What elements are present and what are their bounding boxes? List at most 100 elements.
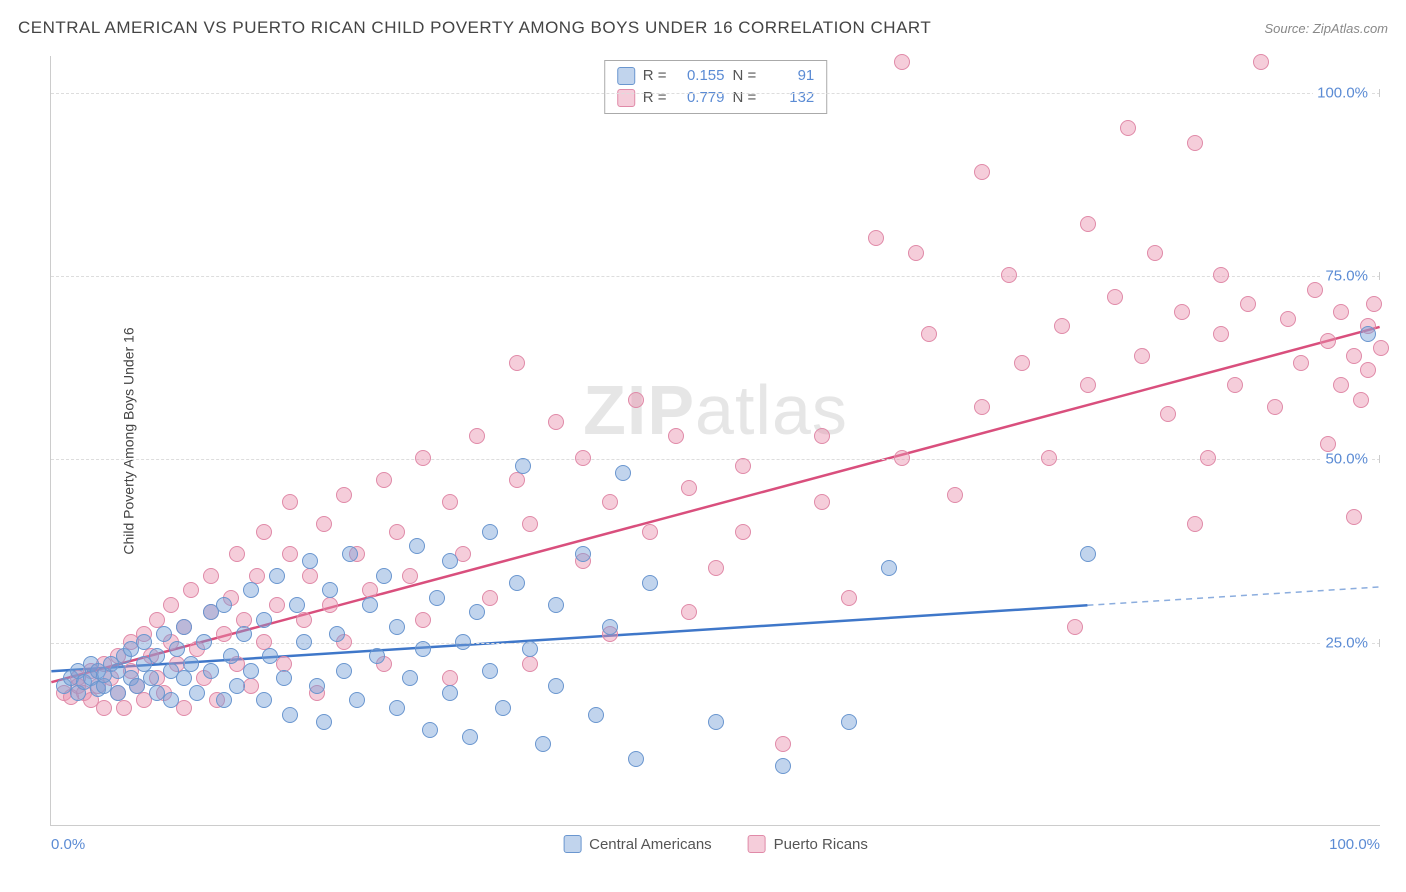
- scatter-point: [329, 626, 345, 642]
- gridline: [51, 643, 1380, 644]
- scatter-point: [316, 516, 332, 532]
- gridline: [51, 459, 1380, 460]
- scatter-point: [1120, 120, 1136, 136]
- y-tick-label: 25.0%: [1321, 634, 1372, 651]
- series-legend: Central Americans Puerto Ricans: [563, 835, 868, 853]
- scatter-point: [775, 758, 791, 774]
- scatter-point: [1360, 326, 1376, 342]
- scatter-point: [947, 487, 963, 503]
- scatter-point: [415, 641, 431, 657]
- x-tick-min: 0.0%: [51, 836, 85, 853]
- scatter-point: [442, 494, 458, 510]
- scatter-point: [183, 582, 199, 598]
- scatter-point: [282, 494, 298, 510]
- scatter-point: [841, 714, 857, 730]
- scatter-point: [1320, 436, 1336, 452]
- scatter-point: [296, 612, 312, 628]
- scatter-point: [814, 428, 830, 444]
- y-tick-label: 50.0%: [1321, 451, 1372, 468]
- scatter-point: [309, 678, 325, 694]
- scatter-point: [1200, 450, 1216, 466]
- scatter-point: [316, 714, 332, 730]
- legend-label-series-1: Puerto Ricans: [774, 836, 868, 853]
- chart-title: CENTRAL AMERICAN VS PUERTO RICAN CHILD P…: [18, 18, 931, 38]
- scatter-point: [1080, 377, 1096, 393]
- scatter-point: [575, 450, 591, 466]
- legend-item-series-0: Central Americans: [563, 835, 712, 853]
- scatter-point: [1353, 392, 1369, 408]
- scatter-point: [249, 568, 265, 584]
- scatter-point: [1333, 304, 1349, 320]
- scatter-point: [642, 575, 658, 591]
- scatter-point: [814, 494, 830, 510]
- scatter-point: [442, 685, 458, 701]
- scatter-point: [1187, 135, 1203, 151]
- scatter-point: [482, 524, 498, 540]
- x-tick-max: 100.0%: [1329, 836, 1380, 853]
- scatter-point: [169, 641, 185, 657]
- scatter-point: [116, 700, 132, 716]
- correlation-legend: R = 0.155 N = 91 R = 0.779 N = 132: [604, 60, 828, 114]
- scatter-point: [1174, 304, 1190, 320]
- scatter-point: [469, 604, 485, 620]
- scatter-point: [841, 590, 857, 606]
- scatter-point: [1320, 333, 1336, 349]
- swatch-series-1: [748, 835, 766, 853]
- scatter-point: [349, 692, 365, 708]
- scatter-point: [1253, 54, 1269, 70]
- scatter-point: [735, 458, 751, 474]
- scatter-point: [176, 619, 192, 635]
- scatter-point: [1014, 355, 1030, 371]
- y-tick-mark: [1379, 455, 1380, 463]
- scatter-point: [442, 670, 458, 686]
- scatter-point: [243, 582, 259, 598]
- scatter-point: [1187, 516, 1203, 532]
- scatter-point: [256, 634, 272, 650]
- scatter-point: [881, 560, 897, 576]
- scatter-point: [1360, 362, 1376, 378]
- scatter-point: [389, 619, 405, 635]
- y-tick-label: 100.0%: [1313, 84, 1372, 101]
- scatter-point: [535, 736, 551, 752]
- scatter-point: [1080, 546, 1096, 562]
- scatter-point: [163, 597, 179, 613]
- scatter-point: [462, 729, 478, 745]
- scatter-point: [868, 230, 884, 246]
- scatter-point: [216, 597, 232, 613]
- legend-row-series-0: R = 0.155 N = 91: [617, 65, 815, 87]
- scatter-point: [442, 553, 458, 569]
- scatter-point: [376, 568, 392, 584]
- scatter-point: [322, 582, 338, 598]
- scatter-point: [1213, 267, 1229, 283]
- legend-row-series-1: R = 0.779 N = 132: [617, 87, 815, 109]
- scatter-point: [495, 700, 511, 716]
- scatter-point: [189, 685, 205, 701]
- scatter-point: [681, 604, 697, 620]
- trend-line: [51, 327, 1379, 682]
- scatter-point: [282, 546, 298, 562]
- scatter-point: [482, 590, 498, 606]
- scatter-point: [342, 546, 358, 562]
- trend-svg: [51, 56, 1380, 825]
- scatter-point: [894, 450, 910, 466]
- scatter-point: [548, 414, 564, 430]
- scatter-point: [415, 612, 431, 628]
- scatter-point: [402, 670, 418, 686]
- scatter-point: [216, 692, 232, 708]
- scatter-point: [389, 524, 405, 540]
- scatter-point: [203, 663, 219, 679]
- scatter-point: [1293, 355, 1309, 371]
- scatter-point: [1213, 326, 1229, 342]
- scatter-point: [1067, 619, 1083, 635]
- scatter-point: [1307, 282, 1323, 298]
- scatter-point: [1001, 267, 1017, 283]
- scatter-point: [362, 597, 378, 613]
- scatter-point: [628, 392, 644, 408]
- y-tick-label: 75.0%: [1321, 268, 1372, 285]
- scatter-point: [296, 634, 312, 650]
- scatter-point: [1134, 348, 1150, 364]
- scatter-point: [136, 634, 152, 650]
- scatter-point: [156, 626, 172, 642]
- scatter-point: [96, 700, 112, 716]
- scatter-point: [223, 648, 239, 664]
